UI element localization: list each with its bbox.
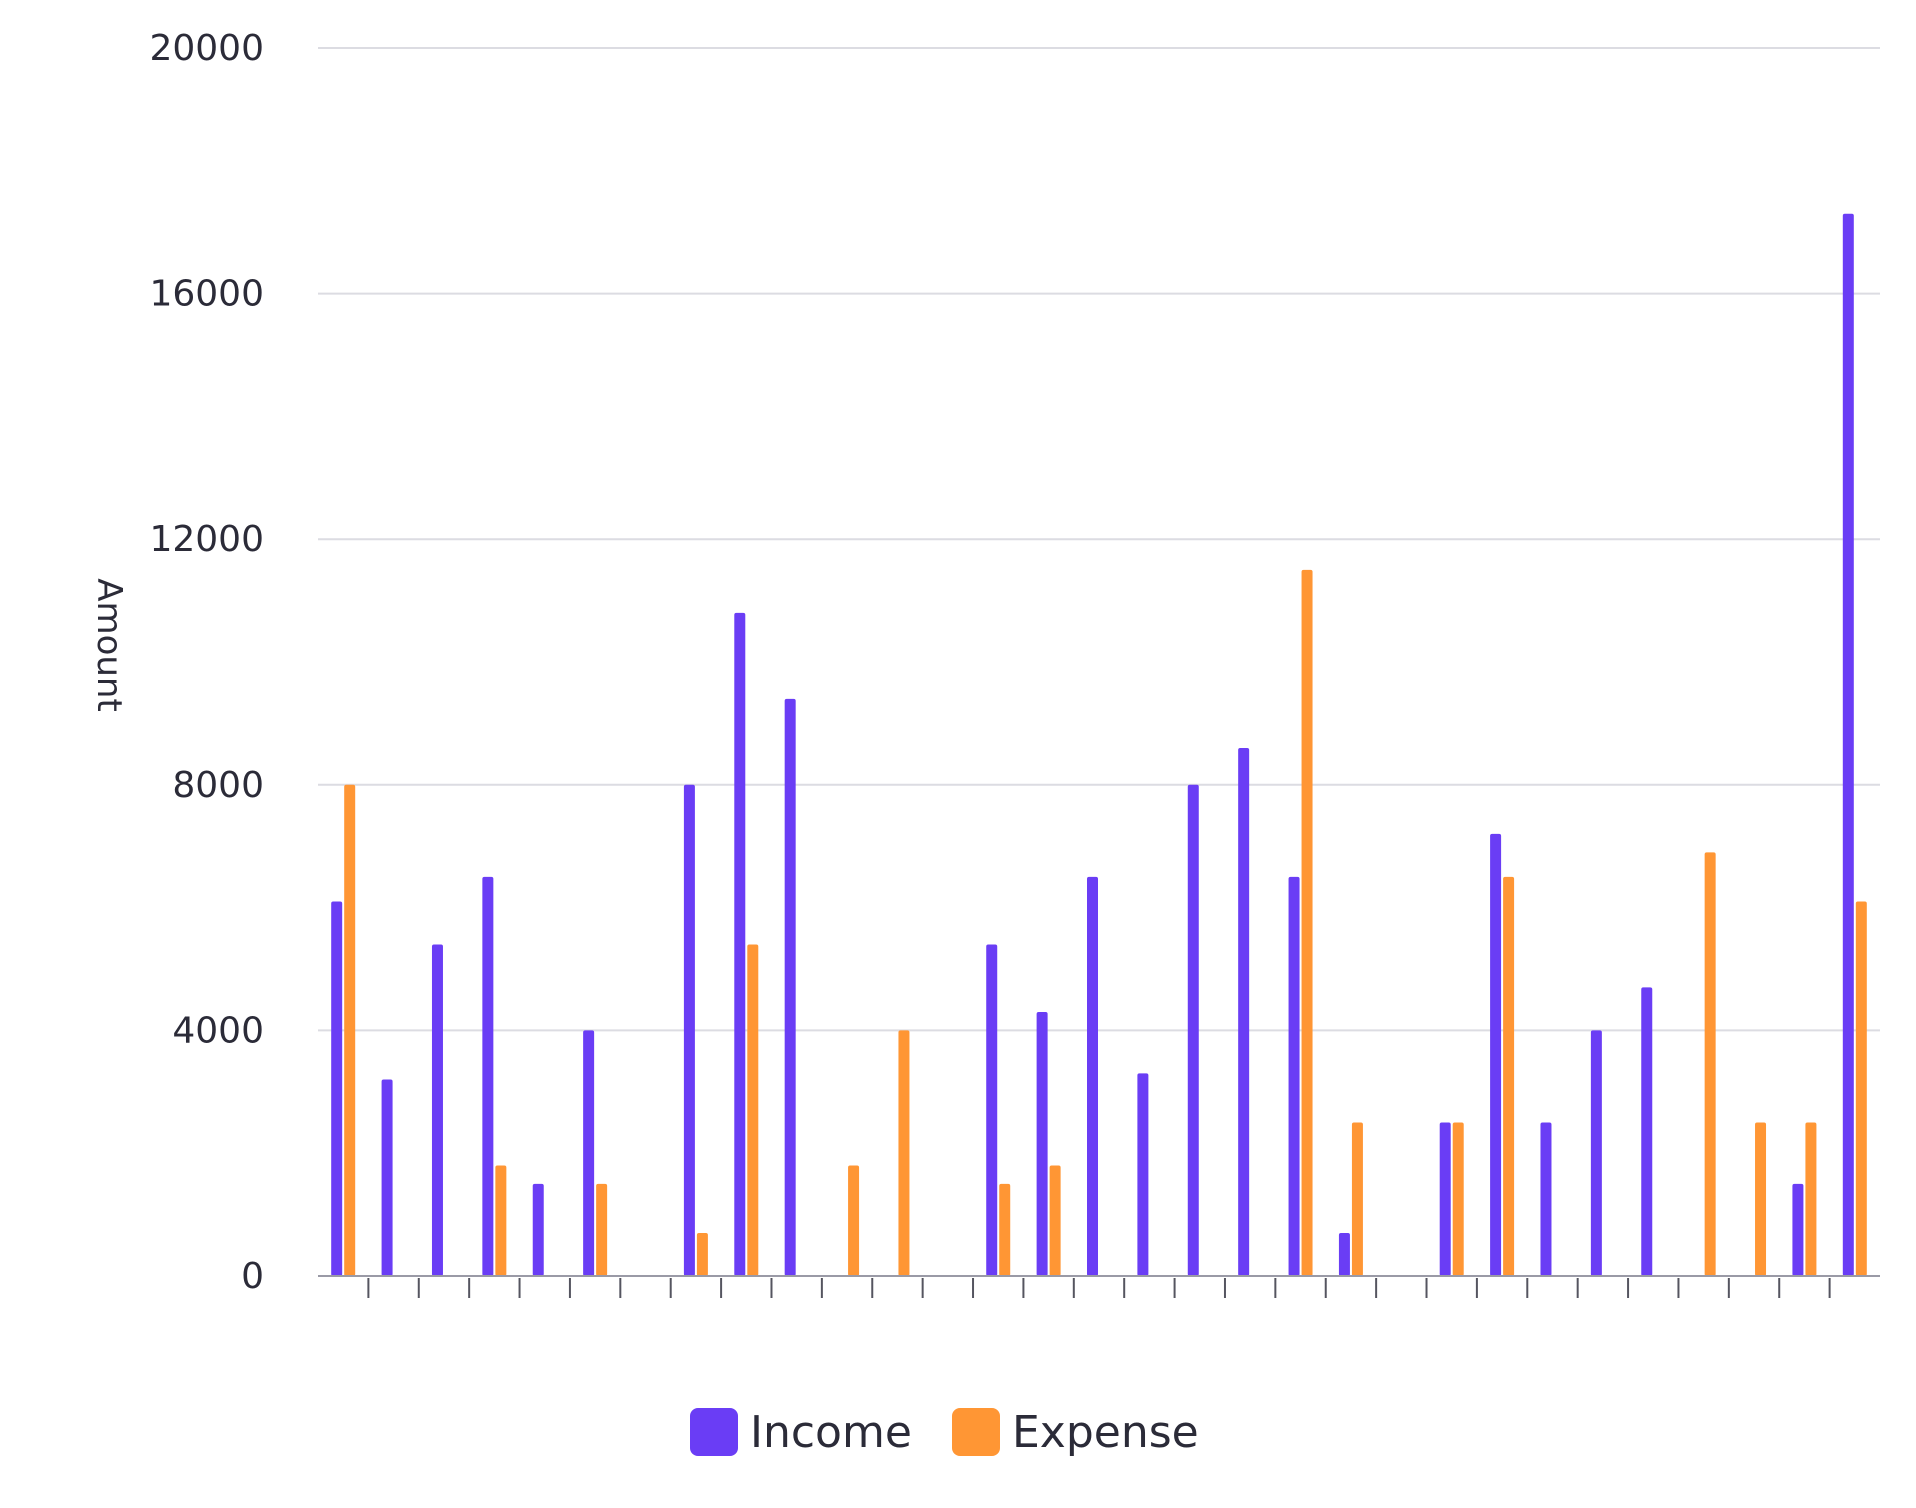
income-bar — [1087, 876, 1098, 1276]
y-axis: 0 4000 8000 12000 16000 20000 — [149, 28, 264, 1297]
expense-bar — [747, 944, 759, 1276]
income-bar — [431, 944, 443, 1276]
income-bar — [583, 1030, 595, 1276]
income-bar — [1187, 784, 1199, 1276]
income-bar — [532, 1183, 544, 1276]
income-bar — [734, 612, 746, 1276]
y-tick-label: 12000 — [149, 519, 264, 560]
income-bar — [1036, 1011, 1048, 1276]
expense-bar — [1301, 569, 1313, 1276]
income-bar — [1641, 987, 1653, 1276]
legend-swatch — [952, 1408, 1000, 1456]
income-bar — [1439, 1122, 1451, 1276]
income-bar — [1590, 1030, 1602, 1276]
legend-label: Expense — [1012, 1407, 1199, 1458]
bars — [331, 213, 1867, 1276]
x-axis — [318, 1275, 1880, 1298]
expense-bar — [999, 1183, 1011, 1276]
expense-bar — [1503, 876, 1515, 1276]
income-bar — [1288, 876, 1300, 1276]
income-bar — [482, 876, 494, 1276]
expense-bar — [1704, 852, 1716, 1276]
income-bar — [1338, 1233, 1350, 1276]
y-tick-label: 8000 — [172, 765, 264, 806]
income-bar — [1792, 1183, 1804, 1276]
expense-bar — [848, 1165, 860, 1276]
income-bar — [986, 944, 998, 1276]
legend: Income Expense — [690, 1407, 1199, 1458]
y-tick-label: 4000 — [172, 1010, 264, 1051]
y-tick-label: 0 — [241, 1256, 264, 1297]
expense-bar — [596, 1183, 608, 1276]
income-bar — [1490, 833, 1502, 1276]
expense-bar — [1755, 1122, 1767, 1276]
gridlines — [318, 47, 1880, 1032]
expense-bar — [898, 1030, 910, 1276]
income-bar — [1842, 213, 1854, 1276]
income-bar — [1137, 1073, 1149, 1276]
legend-swatch — [690, 1408, 738, 1456]
y-tick-label: 16000 — [149, 274, 264, 315]
y-tick-label: 20000 — [149, 28, 264, 69]
legend-label: Income — [750, 1407, 912, 1458]
expense-bar — [1805, 1122, 1817, 1276]
income-bar — [683, 784, 695, 1276]
expense-bar — [696, 1233, 708, 1276]
expense-bar — [495, 1165, 507, 1276]
income-bar — [784, 698, 796, 1276]
income-bar — [381, 1079, 393, 1276]
expense-bar — [1351, 1122, 1363, 1276]
expense-bar — [344, 784, 356, 1276]
income-bar — [1238, 747, 1250, 1276]
income-bar — [1540, 1122, 1552, 1276]
y-axis-title: Amount — [89, 578, 129, 712]
income-bar — [331, 901, 343, 1276]
expense-bar — [1452, 1122, 1464, 1276]
expense-bar — [1049, 1165, 1061, 1276]
expense-bar — [1855, 901, 1867, 1276]
